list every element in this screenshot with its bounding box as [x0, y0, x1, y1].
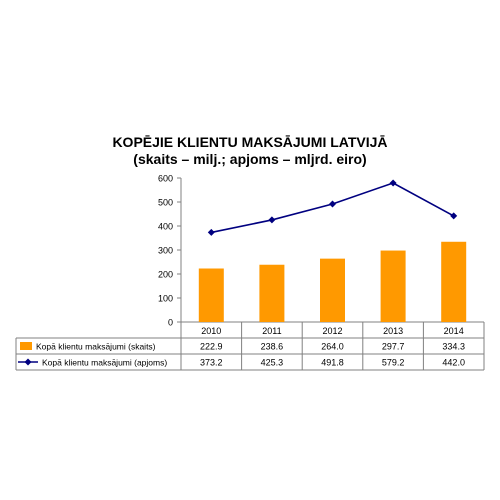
y-tick-label: 500	[158, 198, 173, 208]
data-label: 491.8	[321, 358, 344, 368]
legend-label-apjoms: Kopā klientu maksājumi (apjoms)	[42, 358, 167, 368]
bar	[198, 268, 224, 322]
y-tick-label: 100	[158, 294, 173, 304]
x-tick-label: 2013	[383, 326, 403, 336]
line-point	[268, 216, 276, 224]
line-point	[207, 228, 215, 236]
y-tick-label: 300	[158, 246, 173, 256]
x-tick-label: 2014	[444, 326, 464, 336]
data-label: 373.2	[200, 358, 223, 368]
bar	[259, 264, 285, 322]
chart-title: KOPĒJIE KLIENTU MAKSĀJUMI LATVIJĀ	[112, 134, 388, 150]
bar	[320, 258, 345, 322]
bar	[441, 241, 467, 322]
y-tick-label: 600	[158, 174, 173, 184]
bar	[380, 250, 406, 322]
data-label: 264.0	[321, 342, 344, 352]
x-tick-label: 2010	[201, 326, 221, 336]
data-label: 334.3	[442, 342, 465, 352]
line-point	[389, 179, 397, 187]
data-label: 579.2	[382, 358, 405, 368]
y-tick-label: 400	[158, 222, 173, 232]
line-point	[329, 200, 336, 208]
legend-swatch-bar	[20, 342, 32, 350]
data-label: 425.3	[261, 358, 284, 368]
x-tick-label: 2012	[322, 326, 342, 336]
y-tick-label: 0	[168, 318, 173, 328]
data-label: 238.6	[261, 342, 284, 352]
chart-subtitle: (skaits – milj.; apjoms – mljrd. eiro)	[133, 151, 367, 167]
data-label: 222.9	[200, 342, 223, 352]
series-line	[211, 182, 455, 234]
data-label: 442.0	[442, 358, 465, 368]
y-tick-label: 200	[158, 270, 173, 280]
x-tick-label: 2011	[262, 326, 281, 336]
data-label: 297.7	[382, 342, 405, 352]
line-point	[450, 212, 458, 220]
legend-label-skaits: Kopā klientu maksājumi (skaits)	[36, 342, 156, 352]
legend-marker	[24, 358, 32, 366]
